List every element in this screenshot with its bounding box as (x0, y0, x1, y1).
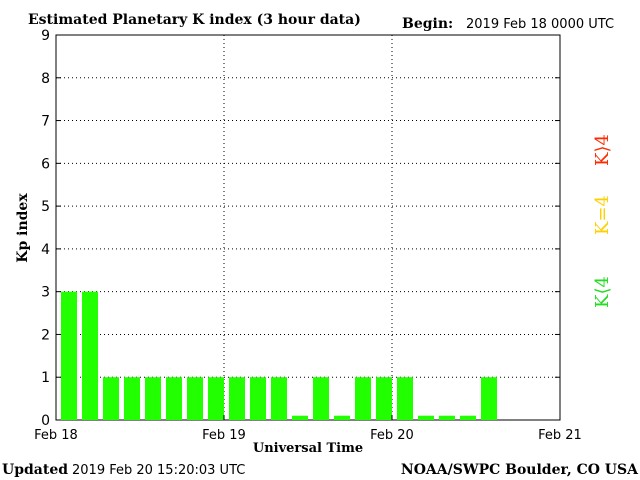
y-tick-label: 4 (41, 242, 50, 258)
kp-bar (460, 415, 476, 420)
x-tick-label: Feb 19 (202, 428, 246, 443)
legend-active: K=4 (592, 195, 613, 235)
kp-bar (124, 377, 140, 420)
y-tick-label: 7 (41, 114, 50, 130)
kp-bar (103, 377, 119, 420)
updated-label: Updated (2, 462, 68, 478)
x-tick-label: Feb 20 (370, 428, 414, 443)
begin-label: Begin: (402, 16, 453, 32)
bars-group (61, 291, 497, 420)
updated-value: 2019 Feb 20 15:20:03 UTC (72, 463, 245, 478)
y-tick-label: 3 (41, 285, 50, 301)
y-tick-label: 1 (41, 370, 50, 386)
kp-bar (334, 415, 350, 420)
source-credit: NOAA/SWPC Boulder, CO USA (401, 462, 639, 478)
kp-bar (439, 415, 455, 420)
kp-bar (292, 415, 308, 420)
kp-bar (229, 377, 245, 420)
y-tick-label: 8 (41, 71, 50, 87)
y-tick-label: 6 (41, 156, 50, 172)
kp-bar (271, 377, 287, 420)
y-tick-label: 0 (41, 413, 50, 429)
y-tick-label: 5 (41, 199, 50, 215)
kp-bar (61, 291, 77, 420)
begin-value: 2019 Feb 18 0000 UTC (466, 17, 614, 32)
legend-quiet: K⟨4 (592, 276, 613, 308)
kp-bar (187, 377, 203, 420)
kp-bar (250, 377, 266, 420)
kp-bar (481, 377, 497, 420)
grid-lines (56, 35, 560, 420)
y-axis-ticks: 0 1 2 3 4 5 6 7 8 9 (41, 28, 560, 429)
legend-storm: K⟩4 (592, 134, 613, 166)
kp-bar (418, 415, 434, 420)
kp-bar (355, 377, 371, 420)
plot-frame (55, 34, 561, 421)
x-axis-ticks: Feb 18 Feb 19 Feb 20 Feb 21 (34, 415, 582, 443)
kp-bar (208, 377, 224, 420)
x-tick-label: Feb 18 (34, 428, 78, 443)
kp-bar (145, 377, 161, 420)
kp-bar (82, 291, 98, 420)
y-tick-label: 9 (41, 28, 50, 44)
x-axis-label: Universal Time (253, 441, 363, 456)
kp-bar (313, 377, 329, 420)
y-axis-label: Kp index (15, 193, 31, 263)
kp-bar (166, 377, 182, 420)
x-tick-label: Feb 21 (538, 428, 582, 443)
y-tick-label: 2 (41, 327, 50, 343)
kp-bar (397, 377, 413, 420)
kp-bar (376, 377, 392, 420)
chart-title: Estimated Planetary K index (3 hour data… (28, 12, 361, 28)
